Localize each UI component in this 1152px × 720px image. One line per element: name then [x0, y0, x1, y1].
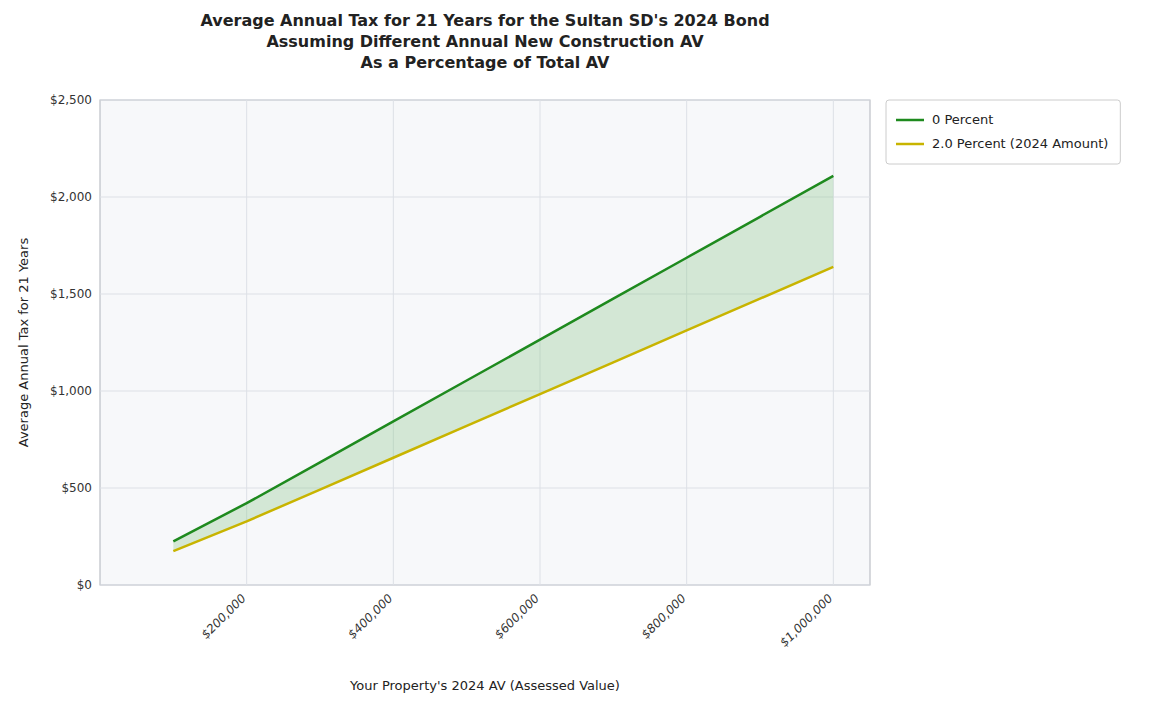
legend-box [886, 100, 1120, 164]
x-axis-label: Your Property's 2024 AV (Assessed Value) [349, 678, 620, 693]
y-tick-label: $0 [77, 578, 92, 592]
x-tick-label: $800,000 [638, 591, 689, 642]
x-tick-label: $200,000 [198, 591, 249, 642]
legend-label: 0 Percent [932, 112, 993, 127]
x-tick-label: $400,000 [345, 591, 396, 642]
y-tick-label: $1,000 [50, 384, 92, 398]
y-tick-label: $2,000 [50, 190, 92, 204]
grid-line [686, 100, 687, 585]
grid-line [100, 585, 870, 586]
data-group [173, 176, 833, 551]
fill-between [173, 176, 833, 551]
plot-area [100, 100, 870, 585]
legend: 0 Percent 2.0 Percent (2024 Amount) [886, 100, 1120, 164]
series-line [173, 267, 833, 551]
grid-line [100, 488, 870, 489]
title-line: As a Percentage of Total AV [361, 53, 610, 72]
chart: $0 $500 $1,000 $1,500 $2,000 $2,500 $200,000 $4… [0, 0, 1152, 720]
y-tick-label: $1,500 [50, 287, 92, 301]
legend-label: 2.0 Percent (2024 Amount) [932, 136, 1108, 151]
title-line: Assuming Different Annual New Constructi… [266, 32, 704, 51]
legend-swatch [896, 119, 924, 122]
title-line: Average Annual Tax for 21 Years for the … [200, 11, 769, 30]
grid-line [393, 100, 394, 585]
title: Average Annual Tax for 21 Years for the … [200, 11, 769, 72]
legend-swatch [896, 143, 924, 146]
grid-line [833, 100, 834, 585]
grid-line [100, 100, 870, 101]
x-tick-label: $1,000,000 [777, 591, 836, 650]
grid [100, 100, 870, 585]
y-tick-label: $500 [61, 481, 92, 495]
y-tick-label: $2,500 [50, 93, 92, 107]
x-tick-label: $600,000 [492, 591, 543, 642]
grid-line [100, 197, 870, 198]
y-axis-label: Average Annual Tax for 21 Years [16, 238, 31, 448]
series-line [173, 176, 833, 541]
